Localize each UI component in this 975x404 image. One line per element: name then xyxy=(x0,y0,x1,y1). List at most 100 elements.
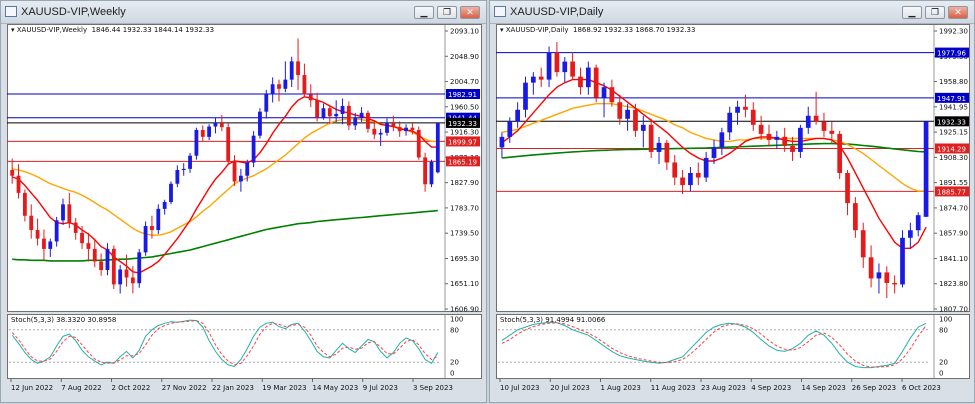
candle-body xyxy=(578,76,583,88)
x-tick-label: 4 Sep 2023 xyxy=(751,384,791,392)
weekly-stoch-plot[interactable]: Stoch(5,3,3) 38.3320 30.8958 xyxy=(7,314,482,379)
candle-body xyxy=(703,157,709,178)
x-tick-label: 3 Sep 2023 xyxy=(413,384,453,392)
candle-body xyxy=(900,237,905,285)
stoch-tick-label: 100 xyxy=(939,316,952,324)
y-tick-label: 1941.95 xyxy=(939,103,968,111)
candle-body xyxy=(124,269,129,278)
candle-body xyxy=(923,121,929,217)
minimize-icon[interactable]: ▁ xyxy=(902,6,922,19)
x-tick-label: 27 Nov 2022 xyxy=(162,384,207,392)
level-tag xyxy=(446,89,480,100)
candle-body xyxy=(29,215,34,231)
candle-body xyxy=(845,173,850,204)
level-tag xyxy=(446,117,480,128)
candle-body xyxy=(837,133,843,174)
candle-body xyxy=(67,204,72,223)
window-title-bar[interactable]: XAUUSD-VIP,Daily ▁ ❐ ✕ xyxy=(490,1,974,24)
weekly-chart: 2093.102048.902004.701960.501916.301872.… xyxy=(7,25,480,392)
x-tick-label: 14 Sep 2023 xyxy=(802,384,846,392)
candle-body xyxy=(277,84,281,89)
x-tick-label: 19 Mar 2023 xyxy=(262,384,306,392)
candle-body xyxy=(656,142,662,152)
candle-body xyxy=(175,170,180,184)
level-label: 1947.91 xyxy=(937,95,966,103)
candle-body xyxy=(798,127,803,152)
level-tag xyxy=(935,143,969,154)
candle-body xyxy=(22,192,27,216)
candle-body xyxy=(372,128,377,135)
candle-body xyxy=(727,112,733,133)
close-icon[interactable]: ✕ xyxy=(460,6,480,19)
chart-info: ▾ XAUUSD-VIP,Weekly 1846.44 1932.33 1844… xyxy=(11,26,214,34)
candle-body xyxy=(633,109,638,131)
candle-body xyxy=(226,127,231,161)
candle-body xyxy=(546,52,552,80)
chart-symbol: XAUUSD-VIP,Weekly xyxy=(16,26,88,34)
candle-body xyxy=(562,61,568,73)
restore-icon[interactable]: ❐ xyxy=(925,6,945,19)
y-tick-label: 1823.80 xyxy=(939,280,968,288)
chart-window-icon xyxy=(494,6,506,17)
candle-body xyxy=(915,215,921,231)
daily-price-plot[interactable]: ▾ XAUUSD-VIP,Daily 1868.92 1932.33 1868.… xyxy=(496,24,970,312)
level-label: 1899.97 xyxy=(448,138,477,146)
chart-ohlc: 1846.44 1932.33 1844.14 1932.33 xyxy=(91,26,215,34)
y-tick-label: 1958.80 xyxy=(939,78,968,86)
candle-body xyxy=(774,136,780,140)
candle-body xyxy=(868,257,874,279)
candle-body xyxy=(523,82,528,110)
window-title-bar[interactable]: XAUUSD-VIP,Weekly ▁ ❐ ✕ xyxy=(1,1,486,24)
candle-body xyxy=(258,111,262,136)
candle-body xyxy=(538,76,544,80)
candle-body xyxy=(92,248,97,262)
candle-body xyxy=(156,208,161,231)
x-tick-label: 1 Aug 2023 xyxy=(601,384,641,392)
candle-body xyxy=(334,113,339,117)
candle-body xyxy=(750,109,756,125)
candle-body xyxy=(238,175,243,182)
minimize-icon[interactable]: ▁ xyxy=(414,6,434,19)
weekly-price-plot[interactable]: ▾ XAUUSD-VIP,Weekly 1846.44 1932.33 1844… xyxy=(7,24,482,312)
x-tick-label: 23 Aug 2023 xyxy=(701,384,746,392)
daily-stoch-plot[interactable]: Stoch(5,3,3) 91.4994 91.0066 xyxy=(496,314,970,379)
candle-body xyxy=(194,129,199,156)
candle-body xyxy=(853,203,858,231)
ma-long-line xyxy=(12,209,438,262)
weekly-chart-window: XAUUSD-VIP,Weekly ▁ ❐ ✕ ▾ XAUUSD-VIP,Wee… xyxy=(0,0,487,403)
candle-body xyxy=(283,79,288,89)
stoch-tick-label: 20 xyxy=(939,359,948,367)
candle-body xyxy=(664,142,670,163)
candle-body xyxy=(672,162,678,178)
candle-body xyxy=(207,126,212,137)
x-tick-label: 10 Jul 2023 xyxy=(500,384,540,392)
candle-body xyxy=(766,133,772,140)
close-icon[interactable]: ✕ xyxy=(948,6,968,19)
stoch-tick-label: 0 xyxy=(450,370,454,378)
candle-body xyxy=(245,162,250,176)
candle-body xyxy=(296,61,300,76)
candle-body xyxy=(805,115,811,128)
candle-body xyxy=(80,232,84,244)
level-label: 1885.77 xyxy=(937,188,966,196)
x-tick-label: 6 Oct 2023 xyxy=(902,384,941,392)
x-tick-label: 20 Jul 2023 xyxy=(550,384,590,392)
candle-body xyxy=(423,157,428,185)
candle-body xyxy=(570,61,575,77)
candle-body xyxy=(105,248,110,271)
level-label: 1914.29 xyxy=(937,145,966,153)
chart-info-marker: ▾ xyxy=(11,26,15,34)
candle-body xyxy=(111,248,116,285)
candle-body xyxy=(270,84,275,95)
stoch-label: Stoch(5,3,3) 91.4994 91.0066 xyxy=(500,316,606,324)
candle-body xyxy=(790,145,795,152)
x-tick-label: 9 Jul 2023 xyxy=(363,384,398,392)
level-tag xyxy=(446,156,480,167)
y-tick-label: 2093.10 xyxy=(450,28,479,36)
restore-icon[interactable]: ❐ xyxy=(437,6,457,19)
x-tick-label: 2 Oct 2022 xyxy=(112,384,151,392)
candle-body xyxy=(416,129,421,158)
candle-body xyxy=(892,282,898,285)
candle-body xyxy=(385,123,389,133)
y-tick-label: 1857.90 xyxy=(939,230,968,238)
